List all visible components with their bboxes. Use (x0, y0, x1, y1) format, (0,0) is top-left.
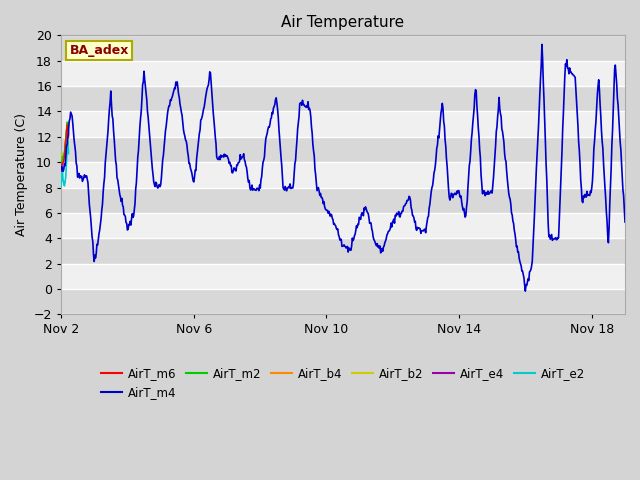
Bar (61, 137, 625, 162)
Bar (61, 36, 625, 60)
Bar (61, 111, 625, 137)
Bar (61, 238, 625, 264)
Y-axis label: Air Temperature (C): Air Temperature (C) (15, 113, 28, 236)
Bar (61, 213, 625, 238)
Bar (61, 188, 625, 213)
Bar (61, 264, 625, 289)
Bar (61, 86, 625, 111)
Title: Air Temperature: Air Temperature (282, 15, 404, 30)
Text: BA_adex: BA_adex (69, 44, 129, 57)
Bar (61, 162, 625, 188)
Legend: AirT_m6, AirT_m4, AirT_m2, AirT_b4, AirT_b2, AirT_e4, AirT_e2: AirT_m6, AirT_m4, AirT_m2, AirT_b4, AirT… (96, 362, 590, 403)
Bar (61, 289, 625, 314)
Bar (61, 60, 625, 86)
